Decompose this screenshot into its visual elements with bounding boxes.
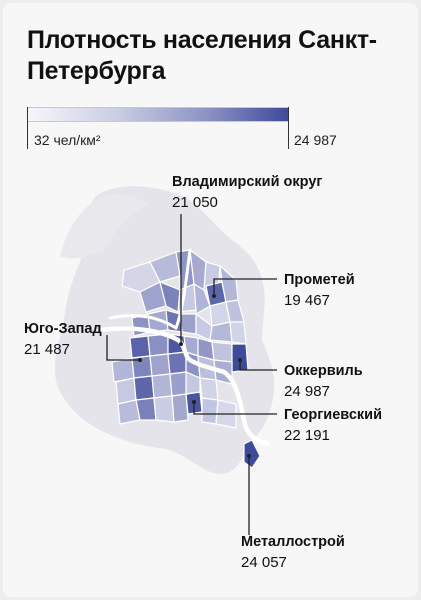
callout-metallostroy: Металлострой 24 057 [241, 532, 345, 574]
district-south-3 [153, 395, 175, 423]
leader-georgievsky [193, 402, 277, 415]
district-krasnoselsky [151, 373, 173, 399]
legend-max-label: 24 987 [294, 132, 337, 148]
leader-okkervil [239, 360, 277, 371]
page-title: Плотность населения Санкт-Петербурга [27, 26, 377, 85]
district-metallostroy [243, 439, 261, 469]
callout-name: Металлострой [241, 534, 345, 550]
dot-okkervil [238, 358, 242, 362]
callout-value: 21 050 [172, 194, 218, 211]
callout-yugo-zapad: Юго-Запад 21 487 [24, 319, 102, 361]
callout-leaders [106, 214, 277, 535]
callout-okkervil: Оккервиль 24 987 [284, 361, 363, 403]
legend-tick-max [288, 107, 289, 149]
district-polygons [111, 249, 261, 469]
callout-name: Оккервиль [284, 363, 363, 379]
leader-prometey [213, 278, 277, 296]
neva-river [97, 326, 271, 447]
district-south-2 [135, 397, 157, 421]
district-centre-2 [179, 313, 197, 335]
nevka-branch [174, 248, 192, 330]
district-kalinin [193, 283, 211, 315]
callout-name: Прометей [284, 272, 355, 288]
dot-vladimirsky [179, 342, 183, 346]
district-admiralty-1 [147, 333, 169, 357]
callout-value: 19 467 [284, 292, 330, 309]
legend-min-label: 32 чел/км² [34, 132, 101, 148]
dot-metallostroy [247, 454, 251, 458]
legend-tick-min [27, 107, 28, 149]
callout-value: 24 057 [241, 554, 287, 571]
district-yugo-zapad [129, 335, 151, 359]
callout-name: Владимирский округ [172, 174, 323, 190]
dot-yugo-zapad [138, 358, 142, 362]
district-moskovsky-1 [149, 353, 171, 377]
district-okhta-2 [229, 321, 247, 345]
callout-vladimirsky: Владимирский округ 21 050 [172, 172, 322, 214]
district-south-west-4 [133, 375, 155, 401]
district-moskovsky-2 [167, 351, 187, 375]
callout-value: 22 191 [284, 427, 330, 444]
callout-dots [138, 294, 251, 458]
city-outline-north [60, 193, 150, 259]
callout-value: 24 987 [284, 383, 330, 400]
rivers [97, 248, 271, 447]
neva-branch [108, 314, 178, 330]
district-south-5 [201, 397, 219, 425]
district-nevsky-2 [211, 341, 233, 363]
callout-prometey: Прометей 19 467 [284, 270, 355, 312]
district-frunze-3 [185, 371, 201, 395]
dot-georgievsky [192, 400, 196, 404]
district-moskovsky-3 [169, 371, 189, 397]
district-frunze-4 [199, 377, 219, 401]
district-south-west-2 [131, 355, 153, 379]
callout-name: Юго-Запад [24, 321, 102, 337]
callout-georgievsky: Георгиевский 22 191 [284, 405, 382, 447]
callout-name: Георгиевский [284, 407, 382, 423]
district-south-4 [171, 393, 189, 423]
dot-prometey [212, 294, 216, 298]
callout-value: 21 487 [24, 341, 70, 358]
leader-yugo-zapad [106, 335, 140, 361]
